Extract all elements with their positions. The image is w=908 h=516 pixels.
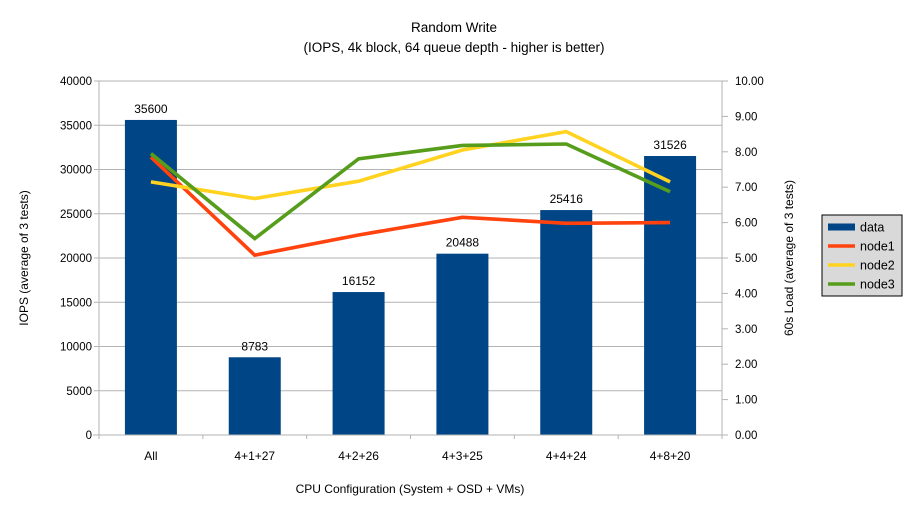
left-axis-tick-label: 35000	[60, 120, 92, 132]
left-axis-tick-label: 5000	[66, 386, 92, 398]
bar-value-label: 35600	[134, 102, 168, 116]
right-axis-tick-label: 8.00	[735, 147, 757, 159]
axes-and-ticks	[93, 80, 728, 439]
legend-swatch-data	[828, 223, 855, 231]
bar-4+1+27	[228, 357, 281, 435]
left-axis-title: IOPS (average of 3 tests)	[17, 190, 31, 325]
left-axis-tick-label: 40000	[60, 76, 92, 88]
left-axis-tick-label: 20000	[60, 253, 92, 265]
legend-item-label: data	[860, 221, 884, 235]
x-category-label: 4+2+26	[338, 449, 379, 463]
bar-4+2+26	[332, 292, 385, 435]
bar-value-labels: 35600 8783 16152 20488 25416 31526	[134, 102, 687, 353]
bar-value-label: 8783	[241, 339, 268, 353]
x-axis-tick-labels: All 4+1+27 4+2+26 4+3+25 4+4+24 4+8+20	[144, 449, 691, 463]
left-axis-tick-label: 15000	[60, 297, 92, 309]
right-axis-tick-label: 6.00	[735, 218, 757, 230]
bar-value-label: 31526	[653, 138, 687, 152]
chart-subtitle: (IOPS, 4k block, 64 queue depth - higher…	[304, 40, 605, 55]
right-axis-tick-labels: 0.00 1.00 2.00 3.00 4.00 5.00 6.00 7.00 8.00 9.00…	[735, 76, 764, 442]
line-series	[149, 129, 671, 258]
left-axis-tick-label: 25000	[60, 209, 92, 221]
x-axis-title: CPU Configuration (System + OSD + VMs)	[296, 482, 525, 496]
gridlines	[99, 80, 722, 436]
series-line-node3	[149, 142, 671, 241]
series-line-node1	[149, 155, 671, 258]
left-axis-tick-label: 10000	[60, 342, 92, 354]
left-axis-tick-labels: 0 5000 10000 15000 20000 25000 30000 35000 40000	[60, 76, 92, 442]
right-axis-tick-label: 1.00	[735, 395, 757, 407]
right-axis-tick-label: 7.00	[735, 182, 757, 194]
bar-4+4+24	[540, 210, 593, 435]
left-axis-tick-label: 0	[86, 430, 92, 442]
right-axis-tick-label: 0.00	[735, 430, 757, 442]
right-axis-tick-label: 2.00	[735, 359, 757, 371]
right-axis-tick-label: 4.00	[735, 288, 757, 300]
x-category-label: 4+3+25	[442, 449, 483, 463]
x-category-label: 4+1+27	[234, 449, 275, 463]
legend-item-label: node3	[860, 278, 895, 292]
x-category-label: All	[144, 449, 157, 463]
bar-value-label: 25416	[550, 192, 584, 206]
legend-item-label: node2	[860, 259, 895, 273]
right-axis-tick-label: 5.00	[735, 253, 757, 265]
x-category-label: 4+8+20	[650, 449, 691, 463]
legend-item-label: node1	[860, 240, 895, 254]
x-category-label: 4+4+24	[546, 449, 587, 463]
chart-title: Random Write	[411, 20, 497, 35]
series-line-node2	[150, 129, 671, 201]
left-axis-tick-label: 30000	[60, 165, 92, 177]
bar-value-label: 16152	[342, 274, 376, 288]
right-axis-tick-label: 9.00	[735, 111, 757, 123]
bar-4+3+25	[436, 253, 489, 435]
legend: data node1 node2 node3	[821, 214, 903, 297]
right-axis-tick-label: 3.00	[735, 324, 757, 336]
right-axis-title: 60s Load (average of 3 tests)	[782, 180, 796, 336]
right-axis-tick-label: 10.00	[735, 76, 764, 88]
bar-value-label: 20488	[446, 236, 480, 250]
chart-title-group: Random Write (IOPS, 4k block, 64 queue d…	[304, 20, 605, 55]
bar-4+8+20	[644, 155, 697, 435]
